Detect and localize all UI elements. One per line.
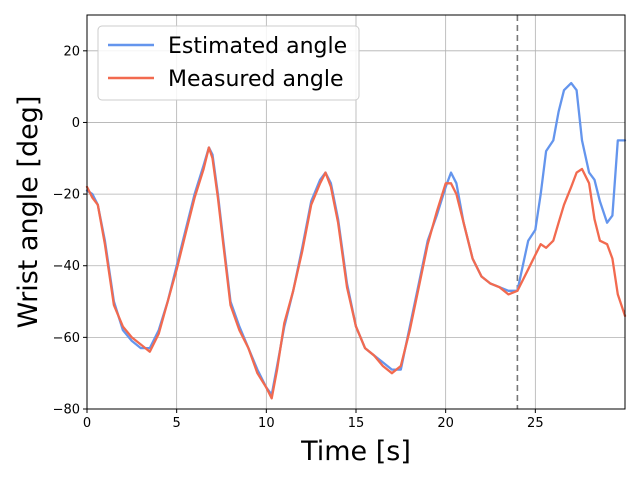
y-tick-label: −40 — [53, 259, 80, 274]
x-axis-label: Time [s] — [300, 436, 411, 467]
series-layer — [85, 81, 627, 400]
y-tick-label: 0 — [72, 116, 80, 131]
x-tick-label: 25 — [527, 416, 544, 431]
legend-box — [97, 25, 360, 101]
y-axis-label: Wrist angle [deg] — [13, 96, 44, 329]
tick-layer: 0 5 10 15 20 25 −80 −60 −40 −20 0 20 — [53, 44, 544, 431]
x-tick-label: 5 — [173, 416, 181, 431]
x-tick-label: 0 — [83, 416, 91, 431]
y-tick-label: −80 — [53, 403, 80, 418]
legend-label-measured: Measured angle — [168, 67, 344, 92]
x-tick-label: 15 — [348, 416, 365, 431]
series-line-measured-angle — [85, 146, 627, 400]
y-tick-label: −20 — [53, 188, 80, 203]
legend-label-estimated: Estimated angle — [168, 34, 347, 59]
y-tick-label: 20 — [63, 44, 80, 59]
x-tick-label: 20 — [437, 416, 454, 431]
x-tick-label: 10 — [258, 416, 275, 431]
legend: Estimated angle Measured angle — [97, 25, 360, 101]
y-tick-label: −60 — [53, 331, 80, 346]
